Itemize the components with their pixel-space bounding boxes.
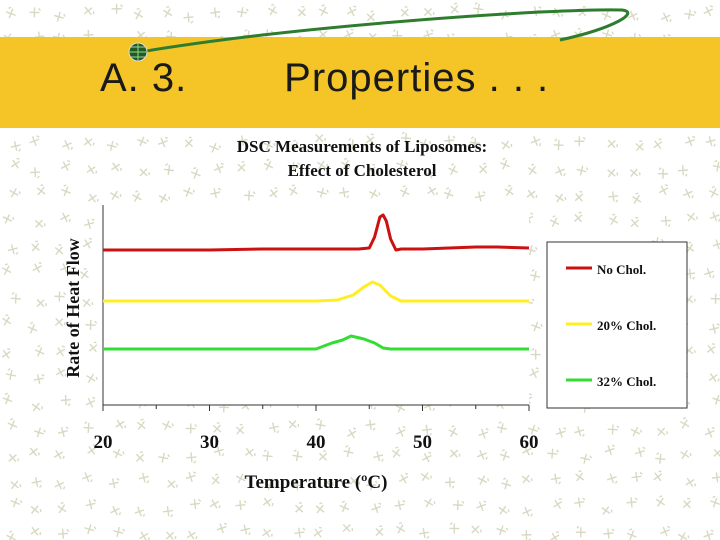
x-tick-label: 60: [520, 432, 539, 453]
y-axis-label: Rate of Heat Flow: [63, 238, 83, 377]
x-tick-label: 50: [413, 432, 432, 453]
series-line-32-chol-: [103, 334, 529, 351]
x-axis-label: Temperature (ºC): [245, 472, 388, 493]
plot-background: [103, 205, 529, 405]
x-tick-label: 20: [94, 432, 113, 453]
plot-area: 20 30 40 50 60: [94, 205, 539, 453]
series-line-no-chol-: [103, 213, 530, 252]
legend-label: 20% Chol.: [597, 318, 656, 333]
slide-title: A. 3. Properties . . .: [100, 56, 550, 100]
legend: No Chol. 20% Chol. 32% Chol.: [546, 241, 688, 409]
chart-title: DSC Measurements of Liposomes:: [237, 137, 487, 156]
legend-label: 32% Chol.: [597, 374, 656, 389]
legend-label: No Chol.: [597, 262, 646, 277]
globe-icon: [128, 42, 148, 62]
chart-subtitle: Effect of Cholesterol: [288, 161, 437, 180]
x-tick-label: 40: [307, 432, 326, 453]
decorative-swoosh: [128, 8, 630, 62]
x-tick-label: 30: [200, 432, 219, 453]
series-line-20-chol-: [103, 280, 529, 303]
title-band: [0, 37, 720, 128]
